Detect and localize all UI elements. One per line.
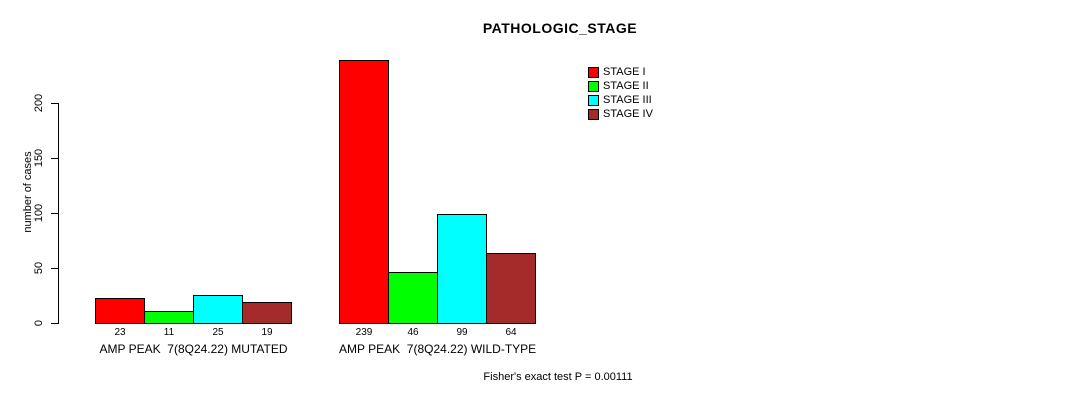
y-axis-line <box>58 103 59 324</box>
legend-entry: STAGE I <box>588 65 653 79</box>
bar-value-label: 23 <box>114 327 126 338</box>
y-axis-tick <box>51 158 58 159</box>
bar-value-label: 19 <box>261 327 273 338</box>
legend-entry: STAGE IV <box>588 107 653 121</box>
legend-entry: STAGE II <box>588 79 653 93</box>
legend-label: STAGE III <box>603 94 652 106</box>
bar-stage-i <box>339 60 389 324</box>
legend-swatch-icon <box>588 80 599 92</box>
legend-label: STAGE I <box>603 66 646 78</box>
legend-entry: STAGE III <box>588 93 653 107</box>
bar-value-label: 46 <box>407 327 419 338</box>
bar-value-label: 99 <box>456 327 468 338</box>
legend-label: STAGE II <box>603 80 649 92</box>
y-axis-tick <box>51 213 58 214</box>
bar-stage-iv <box>486 253 536 324</box>
bar-stage-iii <box>437 214 487 324</box>
legend-label: STAGE IV <box>603 108 653 120</box>
y-axis-tick-label: 50 <box>33 261 45 275</box>
legend-swatch-icon <box>588 66 599 78</box>
legend: STAGE I STAGE II STAGE III STAGE IV <box>588 65 653 121</box>
y-axis-tick-label: 100 <box>33 203 45 223</box>
y-axis-tick <box>51 323 58 324</box>
y-axis-tick-label: 150 <box>33 148 45 168</box>
bar-value-label: 25 <box>212 327 224 338</box>
fisher-test-annotation: Fisher's exact test P = 0.00111 <box>483 371 633 383</box>
y-axis-tick <box>51 103 58 104</box>
y-axis-tick <box>51 268 58 269</box>
bar-stage-ii <box>144 311 194 324</box>
bar-stage-iii <box>193 295 243 324</box>
legend-swatch-icon <box>588 108 599 120</box>
bar-value-label: 64 <box>505 327 517 338</box>
category-label: AMP PEAK 7(8Q24.22) MUTATED <box>99 342 288 356</box>
bar-value-label: 11 <box>163 327 175 338</box>
bar-value-label: 239 <box>355 327 373 338</box>
bar-stage-iv <box>242 302 292 324</box>
y-axis-tick-label: 0 <box>33 319 45 327</box>
category-label: AMP PEAK 7(8Q24.22) WILD-TYPE <box>339 342 537 356</box>
bar-stage-ii <box>388 272 438 324</box>
y-axis-tick-label: 200 <box>33 93 45 113</box>
chart-title: PATHOLOGIC_STAGE <box>482 20 638 36</box>
bar-stage-i <box>95 298 145 324</box>
legend-swatch-icon <box>588 94 599 106</box>
